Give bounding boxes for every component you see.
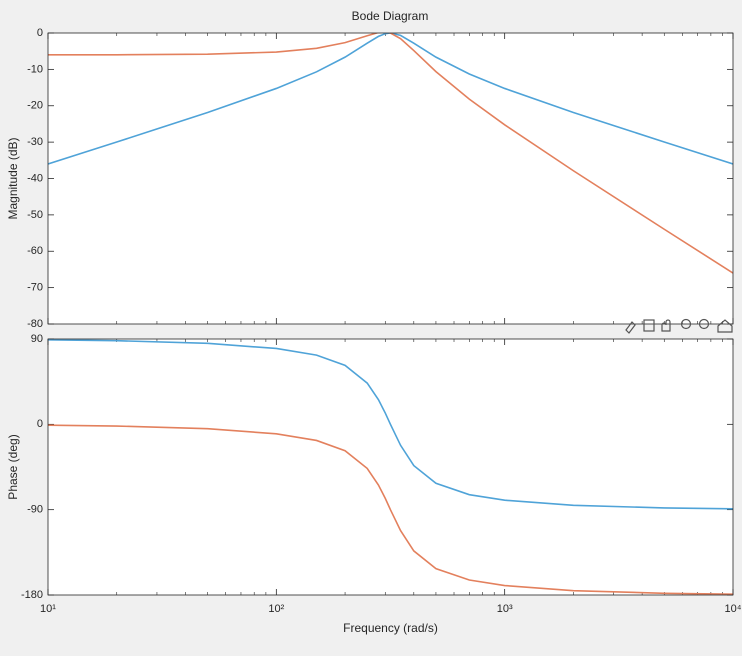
datatip-icon[interactable] [643, 319, 655, 332]
y-tick-label: -20 [27, 100, 43, 112]
y-tick-label: 0 [37, 418, 43, 430]
axes-frame [47, 338, 734, 596]
zoom-in-icon[interactable] [680, 318, 692, 330]
y-axis-label: Phase (deg) [6, 434, 20, 499]
x-tick-label: 10² [268, 603, 284, 615]
zoom-out-icon[interactable] [698, 318, 710, 330]
y-tick-label: -70 [27, 282, 43, 294]
y-tick-label: -40 [27, 172, 43, 184]
axes-background [48, 33, 733, 324]
x-tick-label: 10³ [497, 603, 513, 615]
y-tick-label: -10 [27, 63, 43, 75]
axes-background [48, 339, 733, 595]
y-tick-label: -90 [27, 504, 43, 516]
axes-toolbar[interactable] [625, 318, 733, 334]
y-tick-label: -80 [27, 318, 43, 330]
plot-lines [48, 339, 733, 595]
y-tick-label: -30 [27, 136, 43, 148]
series-line [48, 424, 733, 595]
home-icon[interactable] [717, 319, 733, 333]
x-tick-label: 10¹ [40, 603, 56, 615]
x-tick-label: 10⁴ [725, 603, 742, 615]
y-tick-label: 0 [37, 27, 43, 39]
series-line [48, 33, 733, 274]
axes-frame [47, 32, 734, 325]
y-axis-label: Magnitude (dB) [6, 137, 20, 219]
y-tick-label: -180 [21, 589, 43, 601]
y-tick-label: -60 [27, 245, 43, 257]
series-line [48, 339, 733, 510]
y-tick-label: 90 [31, 333, 43, 345]
brush-icon[interactable] [625, 321, 636, 334]
x-axis-label: Frequency (rad/s) [343, 621, 438, 635]
chart-title: Bode Diagram [352, 9, 429, 23]
y-tick-label: -50 [27, 209, 43, 221]
pan-icon[interactable] [661, 319, 671, 332]
